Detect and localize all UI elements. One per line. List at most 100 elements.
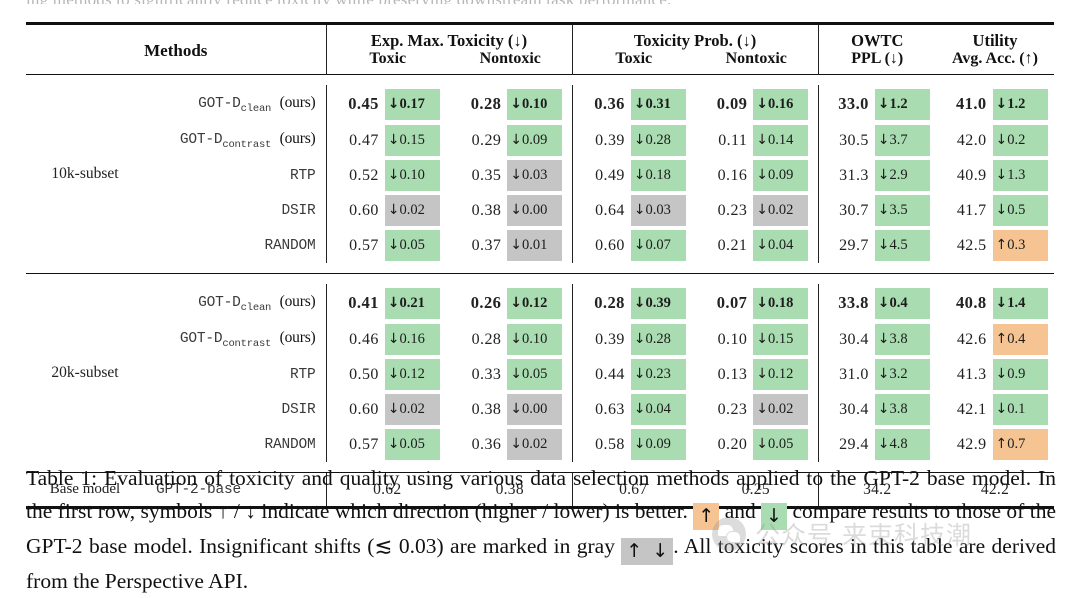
arrow-down-icon: ↓ — [633, 331, 646, 348]
metric-base-value: 0.11 — [718, 131, 748, 149]
metric-base-value: 33.0 — [838, 94, 869, 114]
header-group-utility: Utility Avg. Acc. (↑) — [936, 25, 1054, 75]
arrow-down-icon: ↓ — [995, 401, 1008, 418]
table-caption: Table 1: Evaluation of toxicity and qual… — [26, 462, 1056, 598]
metric-delta-badge: ↓0.1 — [992, 394, 1048, 426]
metric-delta-badge: ↑0.4 — [992, 324, 1048, 356]
base-value-emt-toxic: 0.62 — [325, 473, 448, 508]
arrow-down-icon: ↓ — [877, 366, 890, 383]
metric-delta-badge: ↓3.2 — [874, 359, 930, 391]
method-name-cell: RANDOM — [264, 436, 316, 453]
arrow-down-icon: ↓ — [877, 331, 890, 348]
metric-base-value: 0.36 — [594, 94, 625, 114]
arrow-down-icon: ↓ — [756, 237, 768, 254]
metric-base-value: 31.3 — [839, 166, 869, 184]
arrow-down-icon: ↓ — [633, 202, 646, 219]
metric-delta-badge: ↓0.4 — [874, 287, 930, 319]
metric-base-value: 0.41 — [348, 293, 379, 313]
metric-base-value: 29.7 — [839, 236, 869, 254]
arrow-down-icon: ↓ — [633, 132, 646, 149]
metric-base-value: 0.21 — [717, 236, 748, 254]
metric-base-value: 0.28 — [470, 94, 502, 114]
arrow-down-icon: ↓ — [877, 436, 890, 453]
metric-delta-badge: ↓0.05 — [384, 230, 440, 262]
metric-cell: 0.38 ↓0.00 — [448, 392, 572, 427]
metric-delta-badge: ↓0.09 — [507, 125, 563, 157]
method-name-cell: RTP — [289, 167, 316, 184]
metric-cell: 29.4 ↓4.8 — [817, 427, 936, 463]
metric-base-value: 0.60 — [595, 236, 625, 254]
base-model-label: Base model — [49, 481, 121, 498]
metric-delta-badge: ↓0.18 — [753, 287, 809, 319]
metric-delta-badge: ↓0.01 — [507, 230, 563, 262]
method-name-cell: RTP — [289, 366, 316, 383]
header-group-title: Utility — [972, 31, 1018, 50]
metric-cell: 0.28 ↓0.39 — [571, 284, 694, 323]
metric-base-value: 0.36 — [471, 435, 502, 453]
metric-base-value: 0.57 — [349, 435, 379, 453]
section-spacer — [26, 274, 1054, 284]
base-value-tp-toxic: 0.67 — [571, 473, 694, 508]
metric-base-value: 41.0 — [956, 94, 987, 114]
metric-cell: 0.63 ↓0.04 — [571, 392, 694, 428]
arrow-down-icon: ↓ — [995, 95, 1008, 112]
metric-cell: 0.29 ↓0.09 — [448, 123, 572, 158]
metric-cell: 40.8 ↓1.4 — [936, 284, 1054, 322]
metric-cell: 0.39 ↓0.28 — [571, 123, 694, 159]
metric-base-value: 30.4 — [839, 330, 869, 348]
metric-delta-badge: ↓1.2 — [874, 88, 930, 120]
metric-delta-badge: ↓0.09 — [753, 160, 809, 192]
table-header-row: Methods Exp. Max. Toxicity (↓) Toxic Non… — [26, 25, 1054, 75]
cut-off-text-line: ing methods to significantly reduce toxi… — [26, 0, 1054, 4]
metric-delta-badge: ↓0.14 — [753, 125, 809, 157]
metric-cell: 0.47 ↓0.15 — [325, 123, 448, 159]
metric-cell: 0.28 ↓0.10 — [448, 322, 572, 357]
metric-delta-badge: ↓0.21 — [384, 287, 440, 319]
metric-cell: 0.64 ↓0.03 — [571, 193, 694, 229]
metric-base-value: 0.63 — [595, 400, 625, 418]
metric-base-value: 0.38 — [471, 400, 502, 418]
metric-delta-badge: ↓0.02 — [384, 195, 440, 227]
metric-base-value: 31.0 — [839, 365, 869, 383]
header-group-owtc: OWTC PPL (↓) — [817, 25, 936, 75]
metric-delta-badge: ↓0.23 — [630, 359, 686, 391]
arrow-down-icon: ↓ — [633, 167, 646, 184]
results-table-container: Methods Exp. Max. Toxicity (↓) Toxic Non… — [26, 22, 1054, 510]
metric-cell: 33.8 ↓0.4 — [817, 284, 936, 323]
metric-base-value: 0.07 — [716, 293, 748, 313]
arrow-down-icon: ↓ — [510, 167, 522, 184]
arrow-down-icon: ↓ — [877, 237, 890, 254]
metric-delta-badge: ↓3.8 — [874, 394, 930, 426]
metric-delta-badge: ↓0.15 — [384, 125, 440, 157]
arrow-down-icon: ↓ — [877, 167, 890, 184]
arrow-down-icon: ↓ — [877, 95, 890, 112]
arrow-down-icon: ↓ — [995, 202, 1008, 219]
metric-base-value: 0.52 — [349, 166, 379, 184]
metric-cell: 0.26 ↓0.12 — [448, 284, 572, 322]
metric-base-value: 0.44 — [595, 365, 625, 383]
metric-cell: 41.7 ↓0.5 — [936, 193, 1054, 228]
metric-cell: 0.50 ↓0.12 — [325, 357, 448, 393]
arrow-down-icon: ↓ — [633, 237, 646, 254]
metric-cell: 0.60 ↓0.02 — [325, 392, 448, 428]
metric-delta-badge: ↓4.5 — [874, 230, 930, 262]
paper-table-page: ing methods to significantly reduce toxi… — [26, 0, 1056, 593]
metric-base-value: 0.45 — [348, 94, 379, 114]
header-group-title: Toxicity Prob. (↓) — [633, 31, 757, 50]
metric-delta-badge: ↓1.3 — [992, 160, 1048, 192]
arrow-down-icon: ↓ — [387, 132, 400, 149]
metric-delta-badge: ↓0.05 — [753, 429, 809, 461]
metric-delta-badge: ↓0.07 — [630, 230, 686, 262]
table-row: 20k-subset GOT-Dclean (ours) 0.41 ↓0.21 0.26… — [26, 284, 1054, 381]
arrow-down-icon: ↓ — [633, 436, 646, 453]
table-row: RANDOM 0.57 ↓0.05 0.37 ↓0.01 0.60 ↓0.07 0.21 ↓0.… — [26, 228, 1054, 264]
arrow-down-icon: ↓ — [756, 331, 768, 348]
arrow-down-icon: ↓ — [633, 366, 646, 383]
metric-delta-badge: ↑0.3 — [992, 230, 1048, 262]
metric-base-value: 0.39 — [595, 131, 625, 149]
arrow-down-icon: ↓ — [877, 132, 890, 149]
header-methods: Methods — [144, 40, 208, 60]
base-value-utility-acc: 42.2 — [980, 480, 1010, 498]
metric-cell: 0.37 ↓0.01 — [448, 228, 572, 263]
metric-delta-badge: ↓0.12 — [507, 287, 563, 319]
